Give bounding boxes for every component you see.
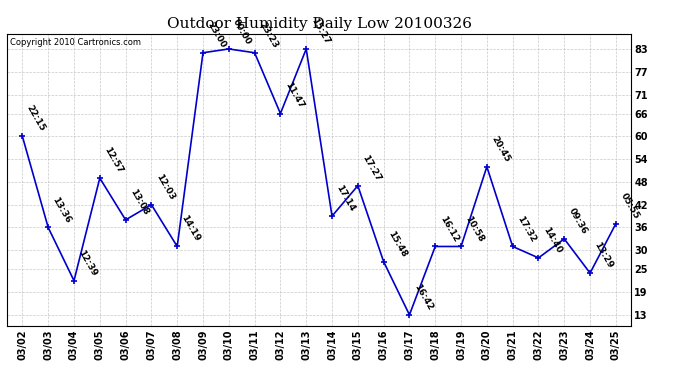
Text: 12:57: 12:57	[102, 146, 124, 175]
Text: 05:55: 05:55	[618, 192, 640, 220]
Text: 15:27: 15:27	[309, 16, 331, 46]
Text: 16:12: 16:12	[438, 214, 460, 243]
Text: 12:03: 12:03	[154, 172, 176, 202]
Text: 23:00: 23:00	[206, 21, 228, 50]
Text: 13:29: 13:29	[593, 241, 615, 270]
Text: 14:19: 14:19	[180, 214, 202, 243]
Text: 00:00: 00:00	[231, 17, 253, 46]
Text: 12:39: 12:39	[77, 248, 99, 278]
Text: 14:40: 14:40	[541, 225, 563, 255]
Text: 09:36: 09:36	[567, 207, 589, 236]
Text: 17:32: 17:32	[515, 214, 538, 243]
Text: 17:14: 17:14	[335, 183, 357, 213]
Text: 15:48: 15:48	[386, 229, 408, 259]
Text: 10:58: 10:58	[464, 214, 486, 243]
Text: 11:47: 11:47	[283, 81, 305, 111]
Text: 13:08: 13:08	[128, 188, 150, 217]
Text: Copyright 2010 Cartronics.com: Copyright 2010 Cartronics.com	[10, 38, 141, 47]
Text: 13:36: 13:36	[51, 195, 73, 225]
Title: Outdoor Humidity Daily Low 20100326: Outdoor Humidity Daily Low 20100326	[166, 17, 472, 31]
Text: 20:45: 20:45	[489, 134, 511, 164]
Text: 17:27: 17:27	[360, 153, 383, 183]
Text: 23:23: 23:23	[257, 20, 279, 50]
Text: 22:15: 22:15	[25, 104, 47, 133]
Text: 16:42: 16:42	[412, 282, 434, 312]
